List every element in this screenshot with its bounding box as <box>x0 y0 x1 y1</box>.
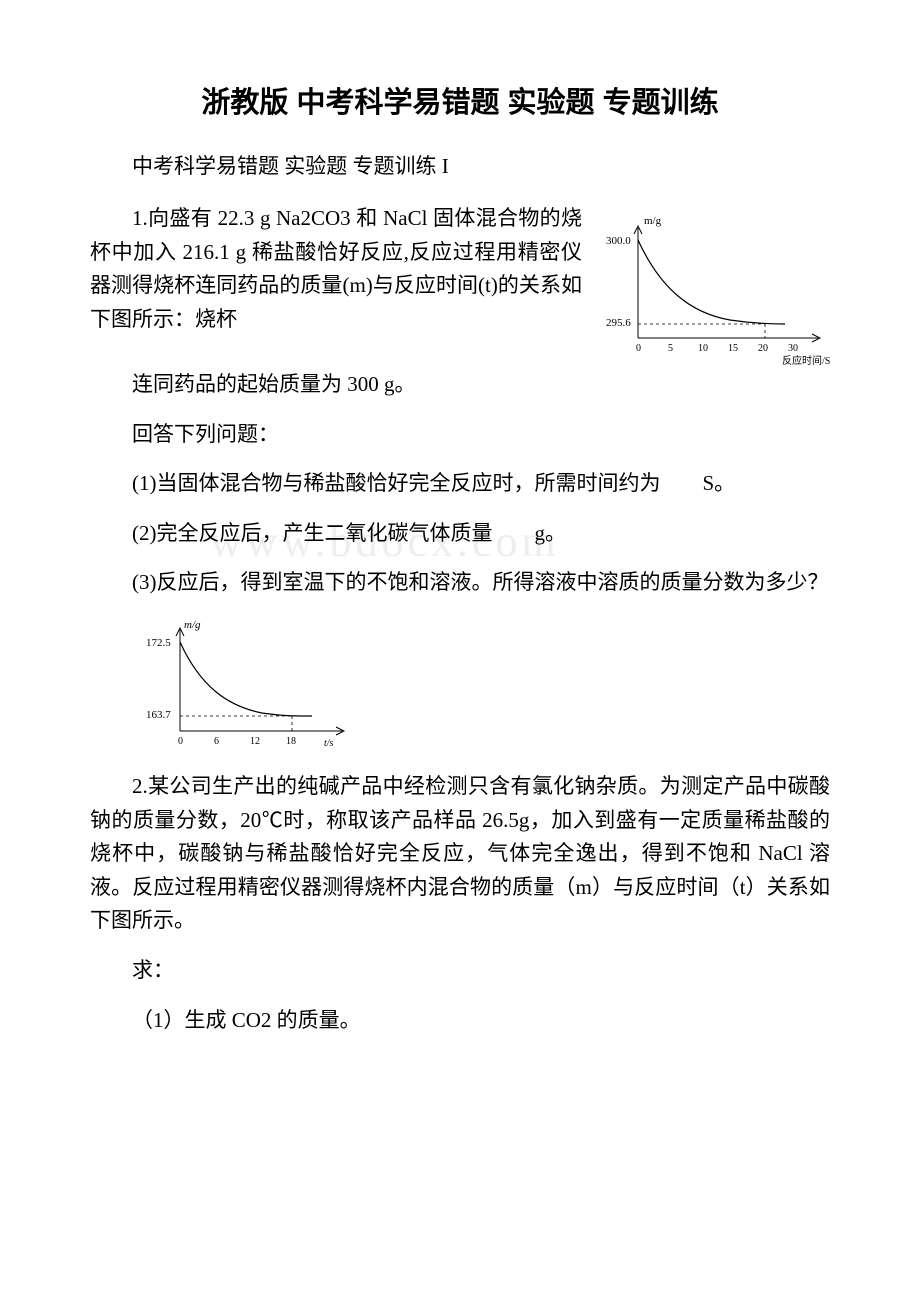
chart2-container: m/g 172.5 163.7 0 6 12 18 t/s <box>132 616 362 756</box>
chart1-x3: 15 <box>728 343 738 354</box>
chart2-x1: 6 <box>214 736 219 747</box>
chart2-svg: m/g 172.5 163.7 0 6 12 18 t/s <box>132 616 362 756</box>
q1-p2: (2)完全反应后，产生二氧化碳气体质量 g。 <box>90 517 830 551</box>
subtitle: 中考科学易错题 实验题 专题训练 I <box>90 150 830 184</box>
page-title: 浙教版 中考科学易错题 实验题 专题训练 <box>90 80 830 126</box>
q1-lead-block: m/g 300.0 295.6 0 5 10 15 20 30 反应时间/S <box>90 202 830 368</box>
chart1-container: m/g 300.0 295.6 0 5 10 15 20 30 反应时间/S <box>590 208 830 368</box>
chart1-x5: 30 <box>788 343 798 354</box>
chart2-ylabel: m/g <box>184 619 201 631</box>
chart1-x1: 5 <box>668 343 673 354</box>
chart2-x2: 12 <box>250 736 260 747</box>
chart1-ytop: 300.0 <box>606 235 631 247</box>
chart1-x4: 20 <box>758 343 768 354</box>
chart1-svg: m/g 300.0 295.6 0 5 10 15 20 30 反应时间/S <box>590 208 830 368</box>
chart2-x0: 0 <box>178 736 183 747</box>
q2-prompt: 求： <box>90 954 830 988</box>
chart2-ytop: 172.5 <box>146 637 171 649</box>
q2-lead: 2.某公司生产出的纯碱产品中经检测只含有氯化钠杂质。为测定产品中碳酸钠的质量分数… <box>90 770 830 938</box>
chart2-xlabel: t/s <box>324 738 334 749</box>
chart1-x2: 10 <box>698 343 708 354</box>
q1-p3: (3)反应后，得到室温下的不饱和溶液。所得溶液中溶质的质量分数为多少？ <box>90 566 830 600</box>
q2-p1: （1）生成 CO2 的质量。 <box>90 1004 830 1038</box>
chart2-x3: 18 <box>286 736 296 747</box>
q1-prompt: 回答下列问题： <box>90 418 830 452</box>
chart1-x0: 0 <box>636 343 641 354</box>
chart1-ybot: 295.6 <box>606 317 631 329</box>
chart1-xlabel: 反应时间/S <box>782 354 830 367</box>
chart2-ybot: 163.7 <box>146 709 171 721</box>
q1-line2: 连同药品的起始质量为 300 g。 <box>90 368 830 402</box>
chart1-ylabel: m/g <box>644 215 662 227</box>
q1-p1: (1)当固体混合物与稀盐酸恰好完全反应时，所需时间约为 S。 <box>90 467 830 501</box>
